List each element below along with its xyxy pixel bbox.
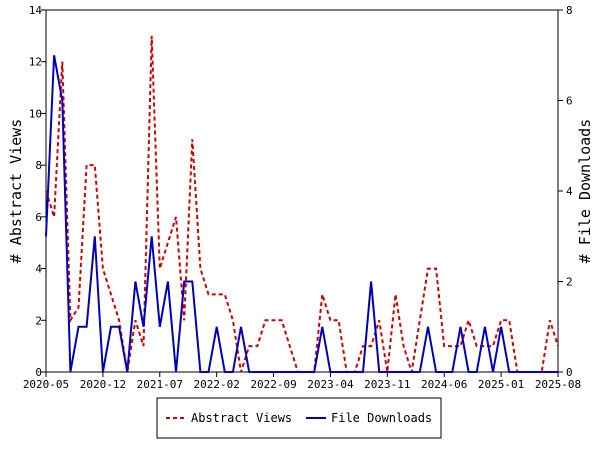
legend-label-abstract-views: Abstract Views xyxy=(191,411,292,425)
x-tick-label: 2022-09 xyxy=(250,378,296,391)
x-tick-label: 2025-08 xyxy=(535,378,581,391)
series-line-abstract-views xyxy=(45,35,559,373)
y-axis-title: # Abstract Views xyxy=(7,119,25,264)
y2-tick-label: 8 xyxy=(566,4,573,17)
y-tick-label: 14 xyxy=(29,4,43,17)
plot-frame xyxy=(45,9,559,373)
x-tick-label: 2022-02 xyxy=(193,378,239,391)
x-tick-label: 2023-11 xyxy=(364,378,410,391)
legend-box xyxy=(156,397,442,439)
y-axis-ticks: 0 2 4 6 8 10 12 14 xyxy=(29,4,46,379)
y2-axis-ticks: 0 2 4 6 8 xyxy=(558,4,573,379)
y-tick-label: 8 xyxy=(35,159,42,172)
series-line-file-downloads xyxy=(45,55,558,373)
y-tick-label: 10 xyxy=(29,107,42,120)
y-tick-label: 0 xyxy=(35,366,42,379)
y2-tick-label: 2 xyxy=(566,276,573,289)
y-tick-label: 12 xyxy=(29,56,42,69)
y-tick-label: 4 xyxy=(35,263,42,276)
x-axis-ticks: 2020-05 2020-12 2021-07 2022-02 2022-09 2023-… xyxy=(23,372,581,391)
y2-axis-title: # File Downloads xyxy=(576,119,594,264)
y2-tick-label: 6 xyxy=(566,95,573,108)
legend: Abstract Views File Downloads xyxy=(156,397,442,439)
series-layer xyxy=(45,35,559,373)
x-tick-label: 2024-06 xyxy=(421,378,467,391)
y-tick-label: 2 xyxy=(35,314,42,327)
x-tick-label: 2020-12 xyxy=(80,378,126,391)
x-tick-label: 2025-01 xyxy=(478,378,524,391)
legend-label-file-downloads: File Downloads xyxy=(331,411,432,425)
y-tick-label: 6 xyxy=(35,211,42,224)
x-tick-label: 2020-05 xyxy=(23,378,69,391)
y2-tick-label: 0 xyxy=(566,366,573,379)
y2-tick-label: 4 xyxy=(566,185,573,198)
x-tick-label: 2021-07 xyxy=(137,378,183,391)
x-tick-label: 2023-04 xyxy=(307,378,354,391)
